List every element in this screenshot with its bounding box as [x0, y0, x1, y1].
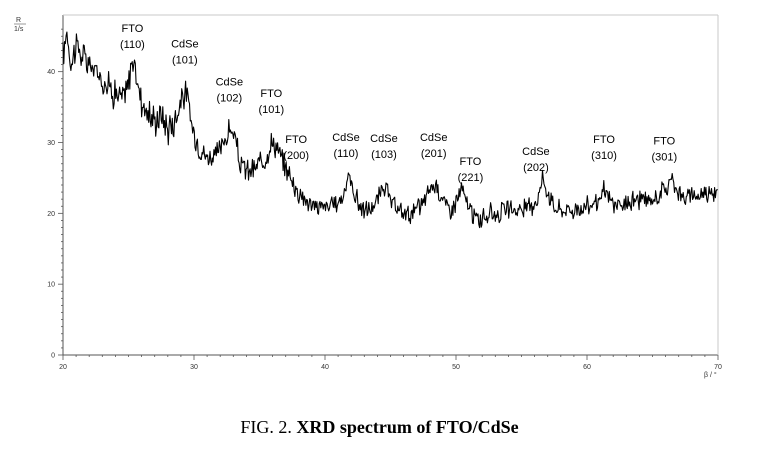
peak-label: FTO (301) [651, 136, 677, 164]
peak-label-phase: CdSe [370, 133, 398, 145]
caption-prefix: FIG. 2. [240, 417, 297, 437]
xrd-chart: 0 10 20 30 40 20 30 40 50 60 70 R 1/s β / ° FTO (110)… [14, 14, 722, 379]
y-tick-label: 40 [47, 69, 55, 76]
plot-frame [62, 14, 719, 356]
x-unit: β / ° [704, 371, 717, 379]
tick-labels: 0 10 20 30 40 20 30 40 50 60 70 [47, 69, 722, 371]
peak-label: CdSe (110) [332, 132, 360, 160]
peak-label-phase: FTO [260, 88, 282, 100]
peak-label-plane: (103) [371, 149, 397, 161]
x-tick-label: 70 [714, 364, 722, 371]
peak-label: CdSe (101) [171, 39, 199, 67]
peak-label-phase: CdSe [522, 146, 550, 158]
peak-label-phase: CdSe [420, 132, 448, 144]
xrd-spectrum-line [62, 31, 718, 229]
y-tick-label: 30 [47, 140, 55, 147]
y-unit-top: R [16, 17, 21, 24]
peak-label-plane: (221) [458, 172, 484, 184]
peak-label-phase: FTO [593, 134, 615, 146]
peak-label-phase: FTO [460, 156, 482, 168]
y-tick-label: 10 [47, 282, 55, 289]
peak-label-phase: FTO [122, 23, 144, 35]
x-tick-label: 20 [59, 364, 67, 371]
x-tick-label: 30 [190, 364, 198, 371]
peak-label-plane: (202) [523, 162, 549, 174]
peak-label: CdSe (202) [522, 146, 550, 174]
y-unit-bottom: 1/s [14, 26, 24, 33]
peak-label: FTO (221) [458, 156, 484, 184]
peak-label: CdSe (103) [370, 133, 398, 161]
peak-label: CdSe (102) [216, 76, 244, 104]
peak-label: FTO (200) [283, 134, 309, 162]
peak-label: CdSe (201) [420, 132, 448, 160]
figure-caption: FIG. 2. XRD spectrum of FTO/CdSe [0, 417, 759, 438]
y-tick-label: 0 [51, 353, 55, 360]
peak-label: FTO (310) [591, 134, 617, 162]
x-tick-label: 50 [452, 364, 460, 371]
peak-label-plane: (110) [120, 39, 145, 51]
peak-label-phase: FTO [285, 134, 307, 146]
x-tick-label: 60 [583, 364, 591, 371]
peak-labels: FTO (110) CdSe (101) CdSe (102) FTO (101) FTO (20… [120, 23, 677, 184]
peak-label-phase: FTO [653, 136, 675, 148]
peak-label-plane: (310) [591, 150, 617, 162]
peak-label: FTO (101) [258, 88, 284, 116]
peak-label-plane: (301) [651, 152, 677, 164]
peak-label-plane: (201) [421, 148, 447, 160]
peak-label-plane: (110) [334, 148, 359, 160]
peak-label-plane: (200) [283, 150, 309, 162]
peak-label-plane: (102) [217, 92, 243, 104]
peak-label-plane: (101) [172, 55, 198, 67]
axis-units: R 1/s β / ° [14, 17, 717, 379]
peak-label: FTO (110) [120, 23, 145, 51]
peak-label-phase: CdSe [216, 76, 244, 88]
x-tick-label: 40 [321, 364, 329, 371]
peak-label-plane: (101) [258, 104, 284, 116]
peak-label-phase: CdSe [332, 132, 360, 144]
peak-label-phase: CdSe [171, 39, 199, 51]
y-tick-label: 20 [47, 211, 55, 218]
axis-ticks [58, 28, 719, 360]
caption-title: XRD spectrum of FTO/CdSe [296, 417, 519, 437]
